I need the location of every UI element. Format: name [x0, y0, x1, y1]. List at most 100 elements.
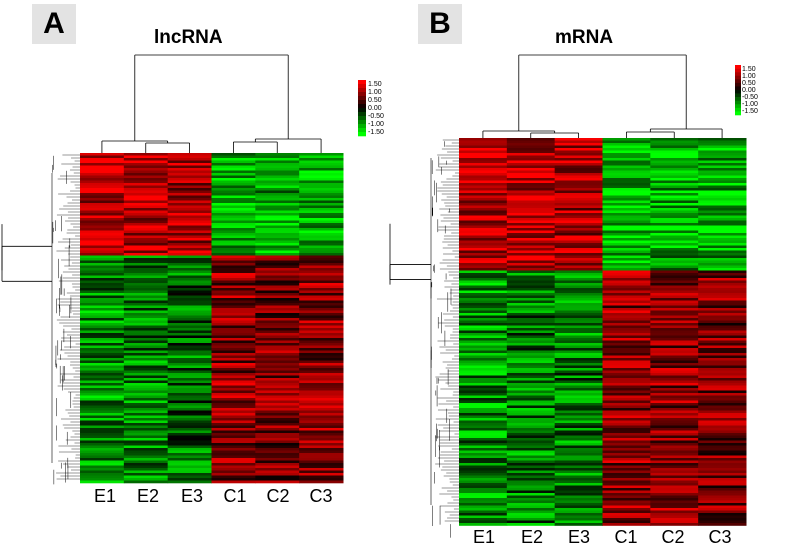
heatmap-cell	[506, 163, 556, 166]
heatmap-cell	[698, 223, 747, 226]
heatmap-cell	[80, 273, 125, 276]
heatmap-cell	[554, 225, 603, 229]
heatmap-cell	[80, 303, 125, 306]
heatmap-cell	[459, 268, 508, 271]
heatmap-cell	[650, 345, 699, 349]
heatmap-cell	[299, 185, 344, 189]
heatmap-cell	[299, 325, 344, 329]
heatmap-cell	[167, 325, 212, 329]
heatmap-cell	[459, 283, 508, 286]
heatmap-cell	[255, 278, 300, 281]
heatmap-cell	[506, 383, 556, 386]
heatmap-cell	[211, 415, 256, 419]
heatmap-cell	[650, 475, 699, 479]
colorbar-segment	[735, 68, 741, 73]
heatmap-cell	[459, 343, 508, 346]
heatmap-cell	[506, 368, 556, 371]
heatmap-cell	[211, 188, 256, 191]
heatmap-cell	[80, 420, 125, 424]
heatmap-cell	[698, 353, 747, 356]
heatmap-cell	[602, 173, 651, 176]
heatmap-cell	[602, 240, 651, 244]
heatmap-cell	[80, 340, 125, 344]
heatmap-cell	[554, 300, 603, 304]
heatmap-cell	[123, 368, 169, 371]
heatmap-cell	[211, 308, 256, 311]
heatmap-cell	[602, 163, 651, 166]
heatmap-cell	[211, 203, 256, 206]
heatmap-cell	[602, 158, 651, 161]
heatmap-cell	[650, 428, 699, 431]
heatmap-cell	[299, 303, 344, 306]
heatmap-cell	[506, 438, 556, 441]
heatmap-cell	[299, 258, 344, 261]
heatmap-cell	[698, 378, 747, 381]
heatmap-cell	[554, 143, 603, 146]
heatmap-cell	[459, 448, 508, 451]
heatmap-cell	[299, 205, 344, 209]
heatmap-cell	[299, 420, 344, 424]
heatmap-cell	[167, 380, 212, 384]
heatmap-cell	[299, 380, 344, 384]
heatmap-cell	[123, 458, 169, 461]
heatmap-cell	[255, 478, 300, 481]
heatmap-cell	[255, 315, 300, 319]
heatmap-cell	[650, 393, 699, 396]
heatmap-cell	[255, 220, 300, 224]
heatmap-cell	[602, 203, 651, 206]
heatmap-cell	[211, 390, 256, 394]
heatmap-cell	[459, 218, 508, 221]
heatmap-cell	[650, 210, 699, 214]
heatmap-cell	[299, 290, 344, 294]
heatmap-cell	[299, 230, 344, 234]
heatmap-cell	[211, 380, 256, 384]
heatmap-cell	[506, 363, 556, 366]
heatmap-cell	[80, 255, 125, 259]
heatmap-cell	[211, 350, 256, 354]
heatmap-cell	[554, 458, 603, 461]
heatmap-cell	[602, 278, 651, 281]
heatmap-cell	[506, 365, 556, 369]
heatmap-cell	[698, 188, 747, 191]
heatmap-cell	[123, 245, 169, 249]
heatmap-cell	[506, 323, 556, 326]
heatmap-cell	[299, 358, 344, 361]
heatmap-cell	[554, 408, 603, 411]
heatmap-cell	[123, 213, 169, 216]
heatmap-cell	[459, 463, 508, 466]
panel-a-sample-label: E2	[136, 486, 160, 506]
heatmap-cell	[506, 398, 556, 401]
heatmap-cell	[554, 335, 603, 339]
heatmap-cell	[698, 158, 747, 161]
heatmap-cell	[554, 310, 603, 314]
heatmap-cell	[698, 213, 747, 216]
heatmap-cell	[698, 430, 747, 434]
heatmap-cell	[650, 188, 699, 191]
heatmap-cell	[123, 408, 169, 411]
heatmap-cell	[123, 163, 169, 166]
panel-a-colorbar-tick: 1.00	[368, 89, 382, 96]
heatmap-cell	[167, 358, 212, 361]
heatmap-cell	[554, 150, 603, 154]
heatmap-cell	[255, 388, 300, 391]
heatmap-cell	[299, 215, 344, 219]
heatmap-cell	[602, 208, 651, 211]
heatmap-cell	[698, 285, 747, 289]
heatmap-cell	[255, 480, 300, 484]
heatmap-cell	[650, 290, 699, 294]
heatmap-cell	[506, 508, 556, 511]
heatmap-cell	[80, 280, 125, 284]
heatmap-cell	[459, 260, 508, 264]
heatmap-cell	[299, 480, 344, 484]
heatmap-cell	[698, 208, 747, 211]
heatmap-cell	[123, 320, 169, 324]
heatmap-cell	[459, 513, 508, 516]
heatmap-cell	[299, 455, 344, 459]
heatmap-cell	[506, 200, 556, 204]
heatmap-cell	[506, 318, 556, 321]
heatmap-cell	[255, 195, 300, 199]
heatmap-cell	[459, 320, 508, 324]
heatmap-cell	[167, 318, 212, 321]
heatmap-cell	[650, 163, 699, 166]
heatmap-cell	[554, 420, 603, 424]
